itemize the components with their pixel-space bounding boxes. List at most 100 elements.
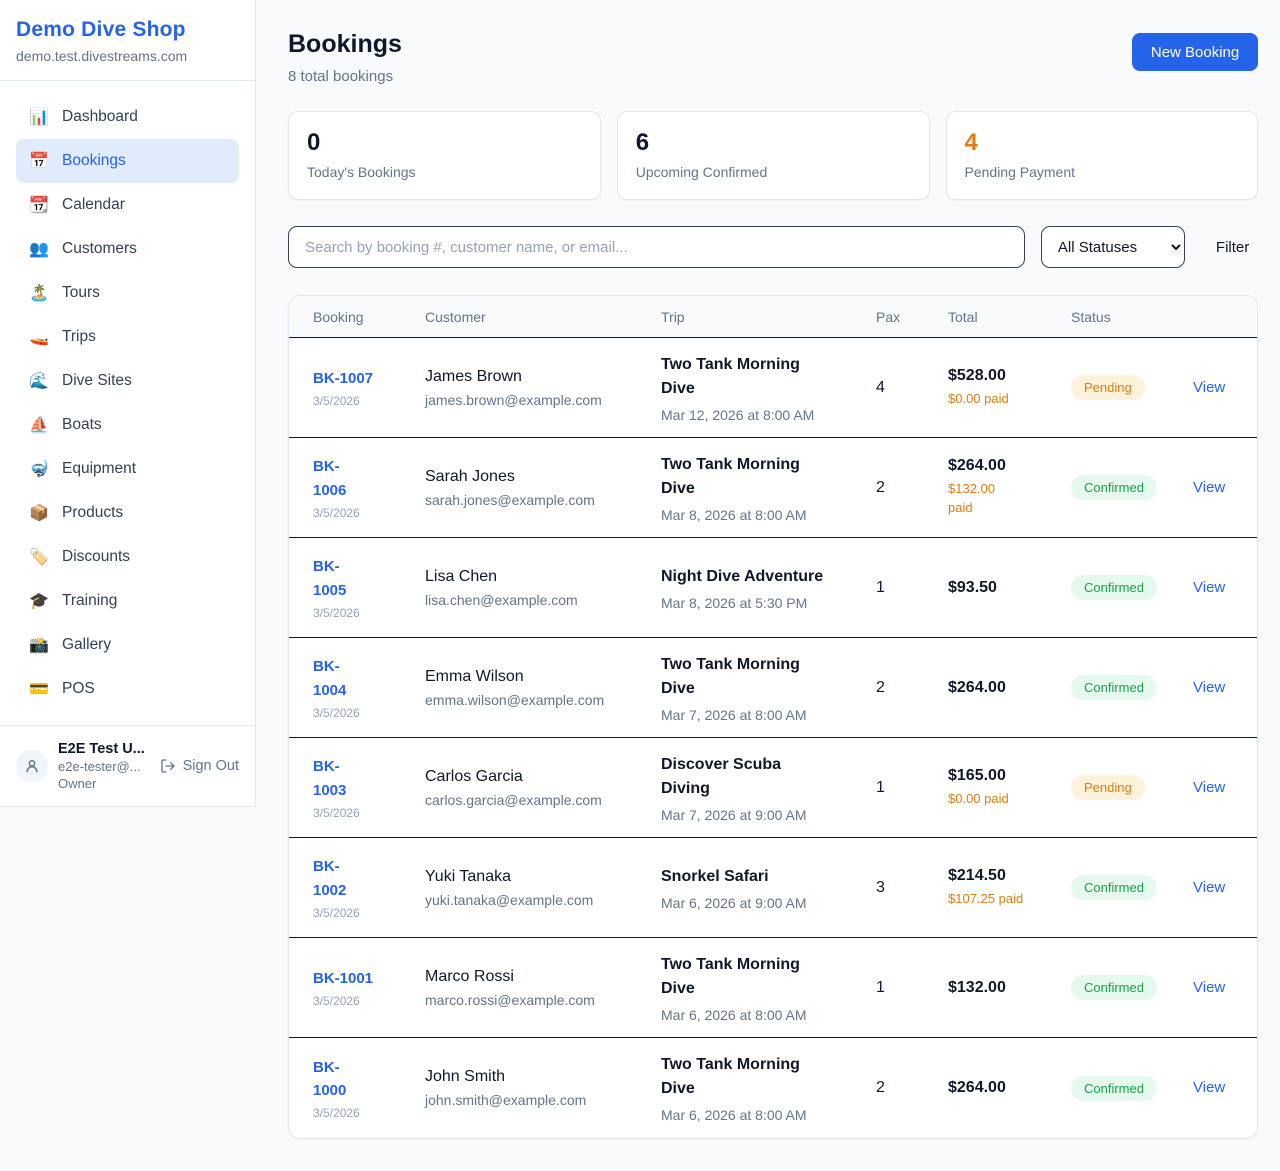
stat-value: 4	[964, 129, 978, 156]
customer-cell: Sarah Jones sarah.jones@example.com	[425, 454, 661, 522]
total-amount: $165.00	[948, 766, 1006, 784]
sidebar-item-label: Customers	[62, 240, 137, 257]
filter-button[interactable]: Filter	[1215, 238, 1250, 256]
user-info: E2E Test U... e2e-tester@... Owner	[58, 741, 150, 791]
pax-cell: 1	[876, 778, 885, 796]
sidebar-item-dive-sites[interactable]: 🌊 Dive Sites	[16, 359, 239, 403]
view-link[interactable]: View	[1193, 578, 1226, 596]
view-link[interactable]: View	[1193, 478, 1226, 496]
trip-name: Discover Scuba Diving	[661, 755, 782, 797]
status-badge: Confirmed	[1071, 975, 1157, 1000]
trip-cell: Two Tank Morning Dive Mar 12, 2026 at 8:…	[661, 339, 876, 437]
user-icon	[26, 760, 38, 773]
view-cell: View	[1193, 1065, 1233, 1111]
status-badge: Confirmed	[1071, 475, 1157, 500]
trip-time: Mar 8, 2026 at 8:00 AM	[661, 506, 807, 523]
total-cell: $264.00	[948, 665, 1071, 711]
view-link[interactable]: View	[1193, 378, 1226, 396]
booking-cell: BK- 1000 3/5/2026	[313, 1042, 425, 1135]
status-select[interactable]: All Statuses	[1040, 226, 1185, 268]
trip-cell: Discover Scuba Diving Mar 7, 2026 at 9:0…	[661, 739, 876, 837]
sidebar-item-customers[interactable]: 👥 Customers	[16, 227, 239, 271]
pax-cell: 2	[876, 478, 885, 496]
sidebar-item-training[interactable]: 🎓 Training	[16, 579, 239, 623]
view-link[interactable]: View	[1193, 878, 1226, 896]
sidebar-item-products[interactable]: 📦 Products	[16, 491, 239, 535]
booking-id-link[interactable]: BK-1007	[313, 369, 374, 387]
table-row: BK- 1000 3/5/2026 John Smith john.smith@…	[289, 1038, 1257, 1138]
main-content: Bookings 8 total bookings New Booking 0 …	[256, 0, 1280, 1171]
camera-icon: 📸	[29, 637, 49, 654]
total-amount: $264.00	[948, 678, 1006, 696]
booking-cell: BK- 1003 3/5/2026	[313, 741, 425, 834]
spiral-calendar-icon: 📆	[29, 197, 49, 214]
booking-id-link[interactable]: BK- 1005	[313, 558, 347, 599]
sign-out-button[interactable]: Sign Out	[160, 758, 239, 774]
shop-domain: demo.test.divestreams.com	[16, 48, 188, 64]
sidebar-item-bookings[interactable]: 📅 Bookings	[16, 139, 239, 183]
view-link[interactable]: View	[1193, 778, 1226, 796]
graduation-cap-icon: 🎓	[29, 593, 49, 610]
status-badge: Confirmed	[1071, 875, 1157, 900]
view-link[interactable]: View	[1193, 1079, 1226, 1096]
paid-amount: $0.00 paid	[948, 390, 1009, 406]
sidebar-item-label: POS	[62, 680, 95, 697]
sidebar-item-label: Calendar	[62, 196, 125, 213]
page-title-block: Bookings 8 total bookings	[288, 30, 402, 85]
sidebar-item-pos[interactable]: 💳 POS	[16, 667, 239, 711]
trip-name: Two Tank Morning Dive	[661, 455, 800, 497]
total-cell: $165.00 $0.00 paid	[948, 753, 1071, 823]
view-link[interactable]: View	[1193, 978, 1226, 996]
calendar-icon: 📅	[29, 153, 49, 170]
customer-name: Carlos Garcia	[425, 767, 523, 785]
customer-name: Marco Rossi	[425, 967, 514, 985]
status-cell: Confirmed	[1071, 961, 1193, 1014]
sidebar-item-equipment[interactable]: 🤿 Equipment	[16, 447, 239, 491]
sidebar-item-tours[interactable]: 🏝️ Tours	[16, 271, 239, 315]
booking-id-link[interactable]: BK- 1000	[313, 1058, 347, 1099]
view-link[interactable]: View	[1193, 678, 1226, 696]
shop-name: Demo Dive Shop	[16, 18, 186, 41]
trip-name: Two Tank Morning Dive	[661, 1056, 800, 1097]
new-booking-button[interactable]: New Booking	[1131, 33, 1259, 71]
sailboat-icon: ⛵	[29, 417, 49, 434]
total-amount: $264.00	[948, 1079, 1006, 1096]
sidebar-item-label: Training	[62, 592, 118, 609]
table-body: BK-1007 3/5/2026 James Brown james.brown…	[289, 338, 1258, 1138]
booking-id-link[interactable]: BK-1001	[313, 969, 374, 987]
booking-cell: BK-1001 3/5/2026	[313, 953, 425, 1022]
booking-date: 3/5/2026	[313, 705, 360, 720]
island-icon: 🏝️	[29, 285, 49, 302]
trip-name: Two Tank Morning Dive	[661, 355, 800, 397]
trip-name: Two Tank Morning Dive	[661, 955, 800, 997]
column-header-status: Status	[1071, 308, 1111, 325]
total-amount: $264.00	[948, 457, 1006, 475]
status-cell: Confirmed	[1071, 561, 1193, 614]
sidebar-item-boats[interactable]: ⛵ Boats	[16, 403, 239, 447]
booking-id-link[interactable]: BK- 1002	[313, 858, 347, 899]
stat-label: Pending Payment	[964, 164, 1076, 180]
user-email: e2e-tester@...	[58, 759, 141, 774]
sidebar-item-calendar[interactable]: 📆 Calendar	[16, 183, 239, 227]
paid-amount: $107.25 paid	[948, 890, 1024, 906]
customer-name: Lisa Chen	[425, 567, 498, 585]
sidebar-item-discounts[interactable]: 🏷️ Discounts	[16, 535, 239, 579]
trip-time: Mar 6, 2026 at 8:00 AM	[661, 1006, 807, 1023]
booking-id-link[interactable]: BK- 1006	[313, 458, 347, 499]
trip-name: Two Tank Morning Dive	[661, 655, 800, 697]
sign-out-icon	[160, 759, 175, 773]
view-cell: View	[1193, 365, 1233, 411]
total-cell: $528.00 $0.00 paid	[948, 353, 1071, 423]
trip-cell: Two Tank Morning Dive Mar 6, 2026 at 8:0…	[661, 939, 876, 1037]
total-cell: $264.00	[948, 1065, 1071, 1111]
sidebar-item-dashboard[interactable]: 📊 Dashboard	[16, 95, 239, 139]
booking-id-link[interactable]: BK- 1003	[313, 758, 347, 799]
search-input[interactable]	[288, 226, 1025, 268]
sidebar: Demo Dive Shop demo.test.divestreams.com…	[0, 0, 256, 807]
sidebar-item-gallery[interactable]: 📸 Gallery	[16, 623, 239, 667]
trip-cell: Snorkel Safari Mar 6, 2026 at 9:00 AM	[661, 851, 876, 925]
total-cell: $93.50	[948, 565, 1071, 611]
view-cell: View	[1193, 665, 1233, 711]
sidebar-item-trips[interactable]: 🚤 Trips	[16, 315, 239, 359]
booking-id-link[interactable]: BK- 1004	[313, 658, 347, 699]
